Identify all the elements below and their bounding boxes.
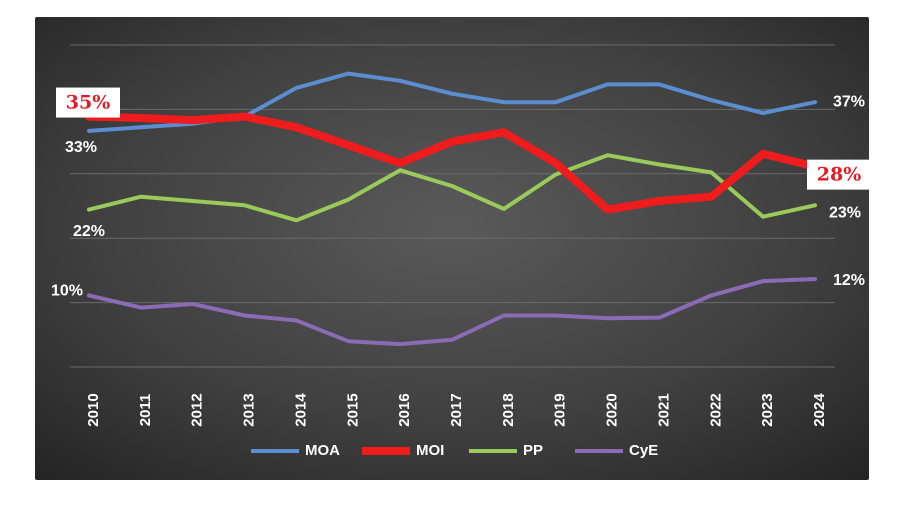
legend-item-pp: PP bbox=[469, 442, 543, 459]
legend: MOA MOI PP CyE bbox=[251, 442, 658, 459]
line-chart: 2010 2011 2012 2013 2014 2015 2016 2017 2018 2019… bbox=[35, 17, 869, 480]
data-label-cye-2024: 12% bbox=[833, 272, 865, 289]
legend-label: MOA bbox=[305, 442, 340, 459]
data-label-moa-2010: 33% bbox=[65, 139, 97, 156]
data-label-text: 12% bbox=[833, 272, 865, 289]
data-label-box bbox=[807, 159, 869, 190]
series-line-cye bbox=[87, 277, 817, 347]
data-label-text: 33% bbox=[65, 139, 97, 156]
x-tick-label: 2022 bbox=[707, 393, 724, 426]
x-tick-label: 2010 bbox=[85, 393, 102, 426]
legend-item-cye: CyE bbox=[575, 442, 658, 459]
x-tick-label: 2017 bbox=[448, 393, 465, 426]
series-line-moi bbox=[85, 112, 819, 214]
data-label-cye-2010: 10% bbox=[51, 283, 83, 300]
x-tick-label: 2011 bbox=[137, 394, 154, 427]
legend-label: MOI bbox=[416, 442, 444, 459]
x-tick-label: 2021 bbox=[655, 393, 672, 426]
x-axis-ticks: 2010 2011 2012 2013 2014 2015 2016 2017 2018 2019… bbox=[85, 393, 828, 427]
x-tick-label: 2014 bbox=[292, 393, 309, 427]
x-tick-label: 2023 bbox=[759, 393, 776, 426]
x-tick-label: 2012 bbox=[189, 393, 206, 426]
data-label-text: 22% bbox=[73, 223, 105, 240]
x-tick-label: 2013 bbox=[241, 393, 258, 426]
chart-frame: 2010 2011 2012 2013 2014 2015 2016 2017 2018 2019… bbox=[35, 17, 869, 480]
x-tick-label: 2016 bbox=[396, 393, 413, 426]
data-label-pp-2024: 23% bbox=[829, 205, 861, 222]
legend-item-moi: MOI bbox=[362, 442, 444, 459]
legend-item-moa: MOA bbox=[251, 442, 340, 459]
data-label-box bbox=[56, 87, 120, 118]
legend-label: CyE bbox=[629, 442, 658, 459]
x-tick-label: 2018 bbox=[500, 393, 517, 426]
data-label-moa-2024: 37% bbox=[833, 93, 865, 110]
x-tick-label: 2024 bbox=[811, 393, 828, 427]
series-line-pp bbox=[87, 153, 817, 223]
series-lines bbox=[85, 71, 819, 347]
data-label-text: 10% bbox=[51, 283, 83, 300]
x-tick-label: 2020 bbox=[604, 393, 621, 426]
data-label-text: 23% bbox=[829, 205, 861, 222]
data-label-moi-2024: 28% bbox=[807, 159, 869, 190]
x-tick-label: 2019 bbox=[552, 393, 569, 426]
data-label-pp-2010: 22% bbox=[73, 223, 105, 240]
data-label-text: 35% bbox=[66, 92, 111, 114]
gridlines bbox=[70, 44, 835, 368]
data-label-text: 37% bbox=[833, 93, 865, 110]
legend-label: PP bbox=[523, 442, 543, 459]
data-labels: 35% 33% 22% 10% 37% 28% 23% 12% bbox=[51, 87, 869, 300]
data-label-moi-2010: 35% bbox=[56, 87, 120, 118]
x-tick-label: 2015 bbox=[344, 393, 361, 426]
data-label-text: 28% bbox=[817, 164, 862, 186]
